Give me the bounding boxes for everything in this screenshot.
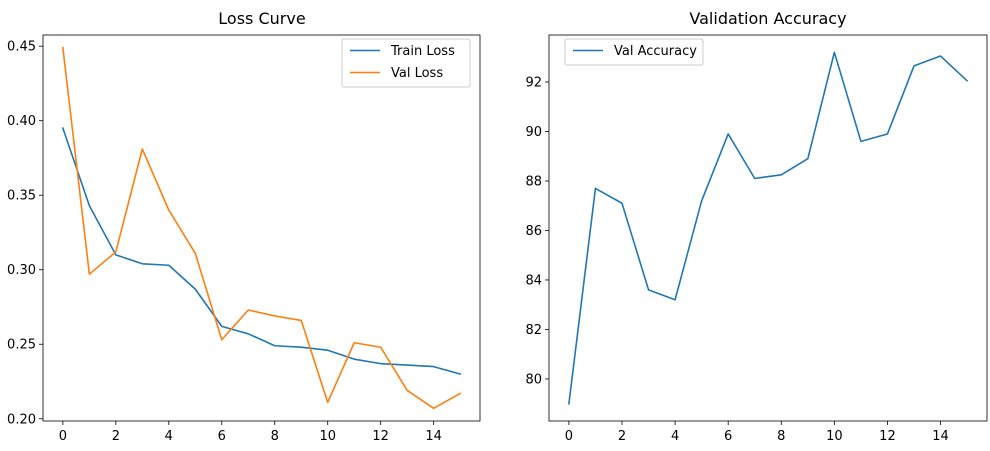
accuracy-y-tick-label: 82	[525, 323, 542, 338]
loss-y-tick-label: 0.30	[7, 263, 36, 278]
loss-chart: Loss Curve 0 2 4 6 8 10 12 14 0.200.250.300.350…	[7, 9, 481, 444]
accuracy-x-ticks: 0 2 4 6 8 10 12 14	[565, 421, 949, 444]
legend-label-train-loss: Train Loss	[390, 44, 455, 59]
accuracy-y-tick-label: 92	[525, 76, 542, 91]
loss-x-tick-label: 14	[425, 429, 442, 444]
loss-series-group	[61, 46, 462, 410]
accuracy-x-tick-label: 8	[777, 429, 785, 444]
accuracy-y-tick-label: 86	[525, 224, 542, 239]
accuracy-y-tick-label: 88	[525, 174, 542, 189]
loss-y-tick-label: 0.20	[7, 412, 36, 427]
legend-label-val-accuracy: Val Accuracy	[614, 44, 697, 59]
accuracy-x-tick-label: 0	[565, 429, 573, 444]
accuracy-x-tick-label: 12	[879, 429, 896, 444]
accuracy-x-tick-label: 14	[932, 429, 949, 444]
accuracy-axes-frame	[548, 34, 988, 422]
loss-y-tick-label: 0.45	[7, 40, 36, 55]
accuracy-y-tick-label: 84	[525, 273, 542, 288]
accuracy-x-tick-label: 2	[618, 429, 626, 444]
accuracy-x-tick-label: 4	[671, 429, 679, 444]
series-line-train-loss	[61, 127, 462, 376]
accuracy-legend-box	[564, 38, 704, 66]
loss-axes-frame	[42, 34, 481, 422]
loss-x-tick-label: 2	[112, 429, 120, 444]
loss-chart-title: Loss Curve	[218, 9, 305, 28]
loss-x-ticks: 0 2 4 6 8 10 12 14	[59, 421, 442, 444]
series-line-val-accuracy	[568, 51, 969, 405]
loss-legend: Train Loss Val Loss	[341, 38, 471, 88]
loss-y-tick-label: 0.25	[7, 338, 36, 353]
accuracy-chart-title: Validation Accuracy	[689, 9, 846, 28]
accuracy-series-group	[568, 51, 969, 405]
loss-x-tick-label: 6	[218, 429, 226, 444]
loss-x-tick-label: 0	[59, 429, 67, 444]
accuracy-y-tick-label: 90	[525, 125, 542, 140]
loss-y-tick-label: 0.40	[7, 114, 36, 129]
accuracy-chart: Validation Accuracy 0 2 4 6 8 10 12 14 80 82 84 86…	[525, 9, 988, 444]
accuracy-y-ticks: 80 82 84 86 88 90 92	[525, 76, 549, 387]
legend-label-val-loss: Val Loss	[391, 66, 443, 81]
loss-y-tick-label: 0.35	[7, 189, 36, 204]
loss-x-tick-label: 8	[271, 429, 279, 444]
loss-x-tick-label: 4	[165, 429, 173, 444]
loss-x-tick-label: 12	[372, 429, 389, 444]
accuracy-x-tick-label: 6	[724, 429, 732, 444]
accuracy-x-tick-label: 10	[826, 429, 843, 444]
series-line-val-loss	[61, 46, 462, 410]
loss-x-tick-label: 10	[319, 429, 336, 444]
accuracy-legend: Val Accuracy	[564, 38, 704, 66]
loss-y-ticks: 0.20 0.25 0.30 0.35 0.40 0.45	[7, 40, 43, 427]
accuracy-y-tick-label: 80	[525, 372, 542, 387]
